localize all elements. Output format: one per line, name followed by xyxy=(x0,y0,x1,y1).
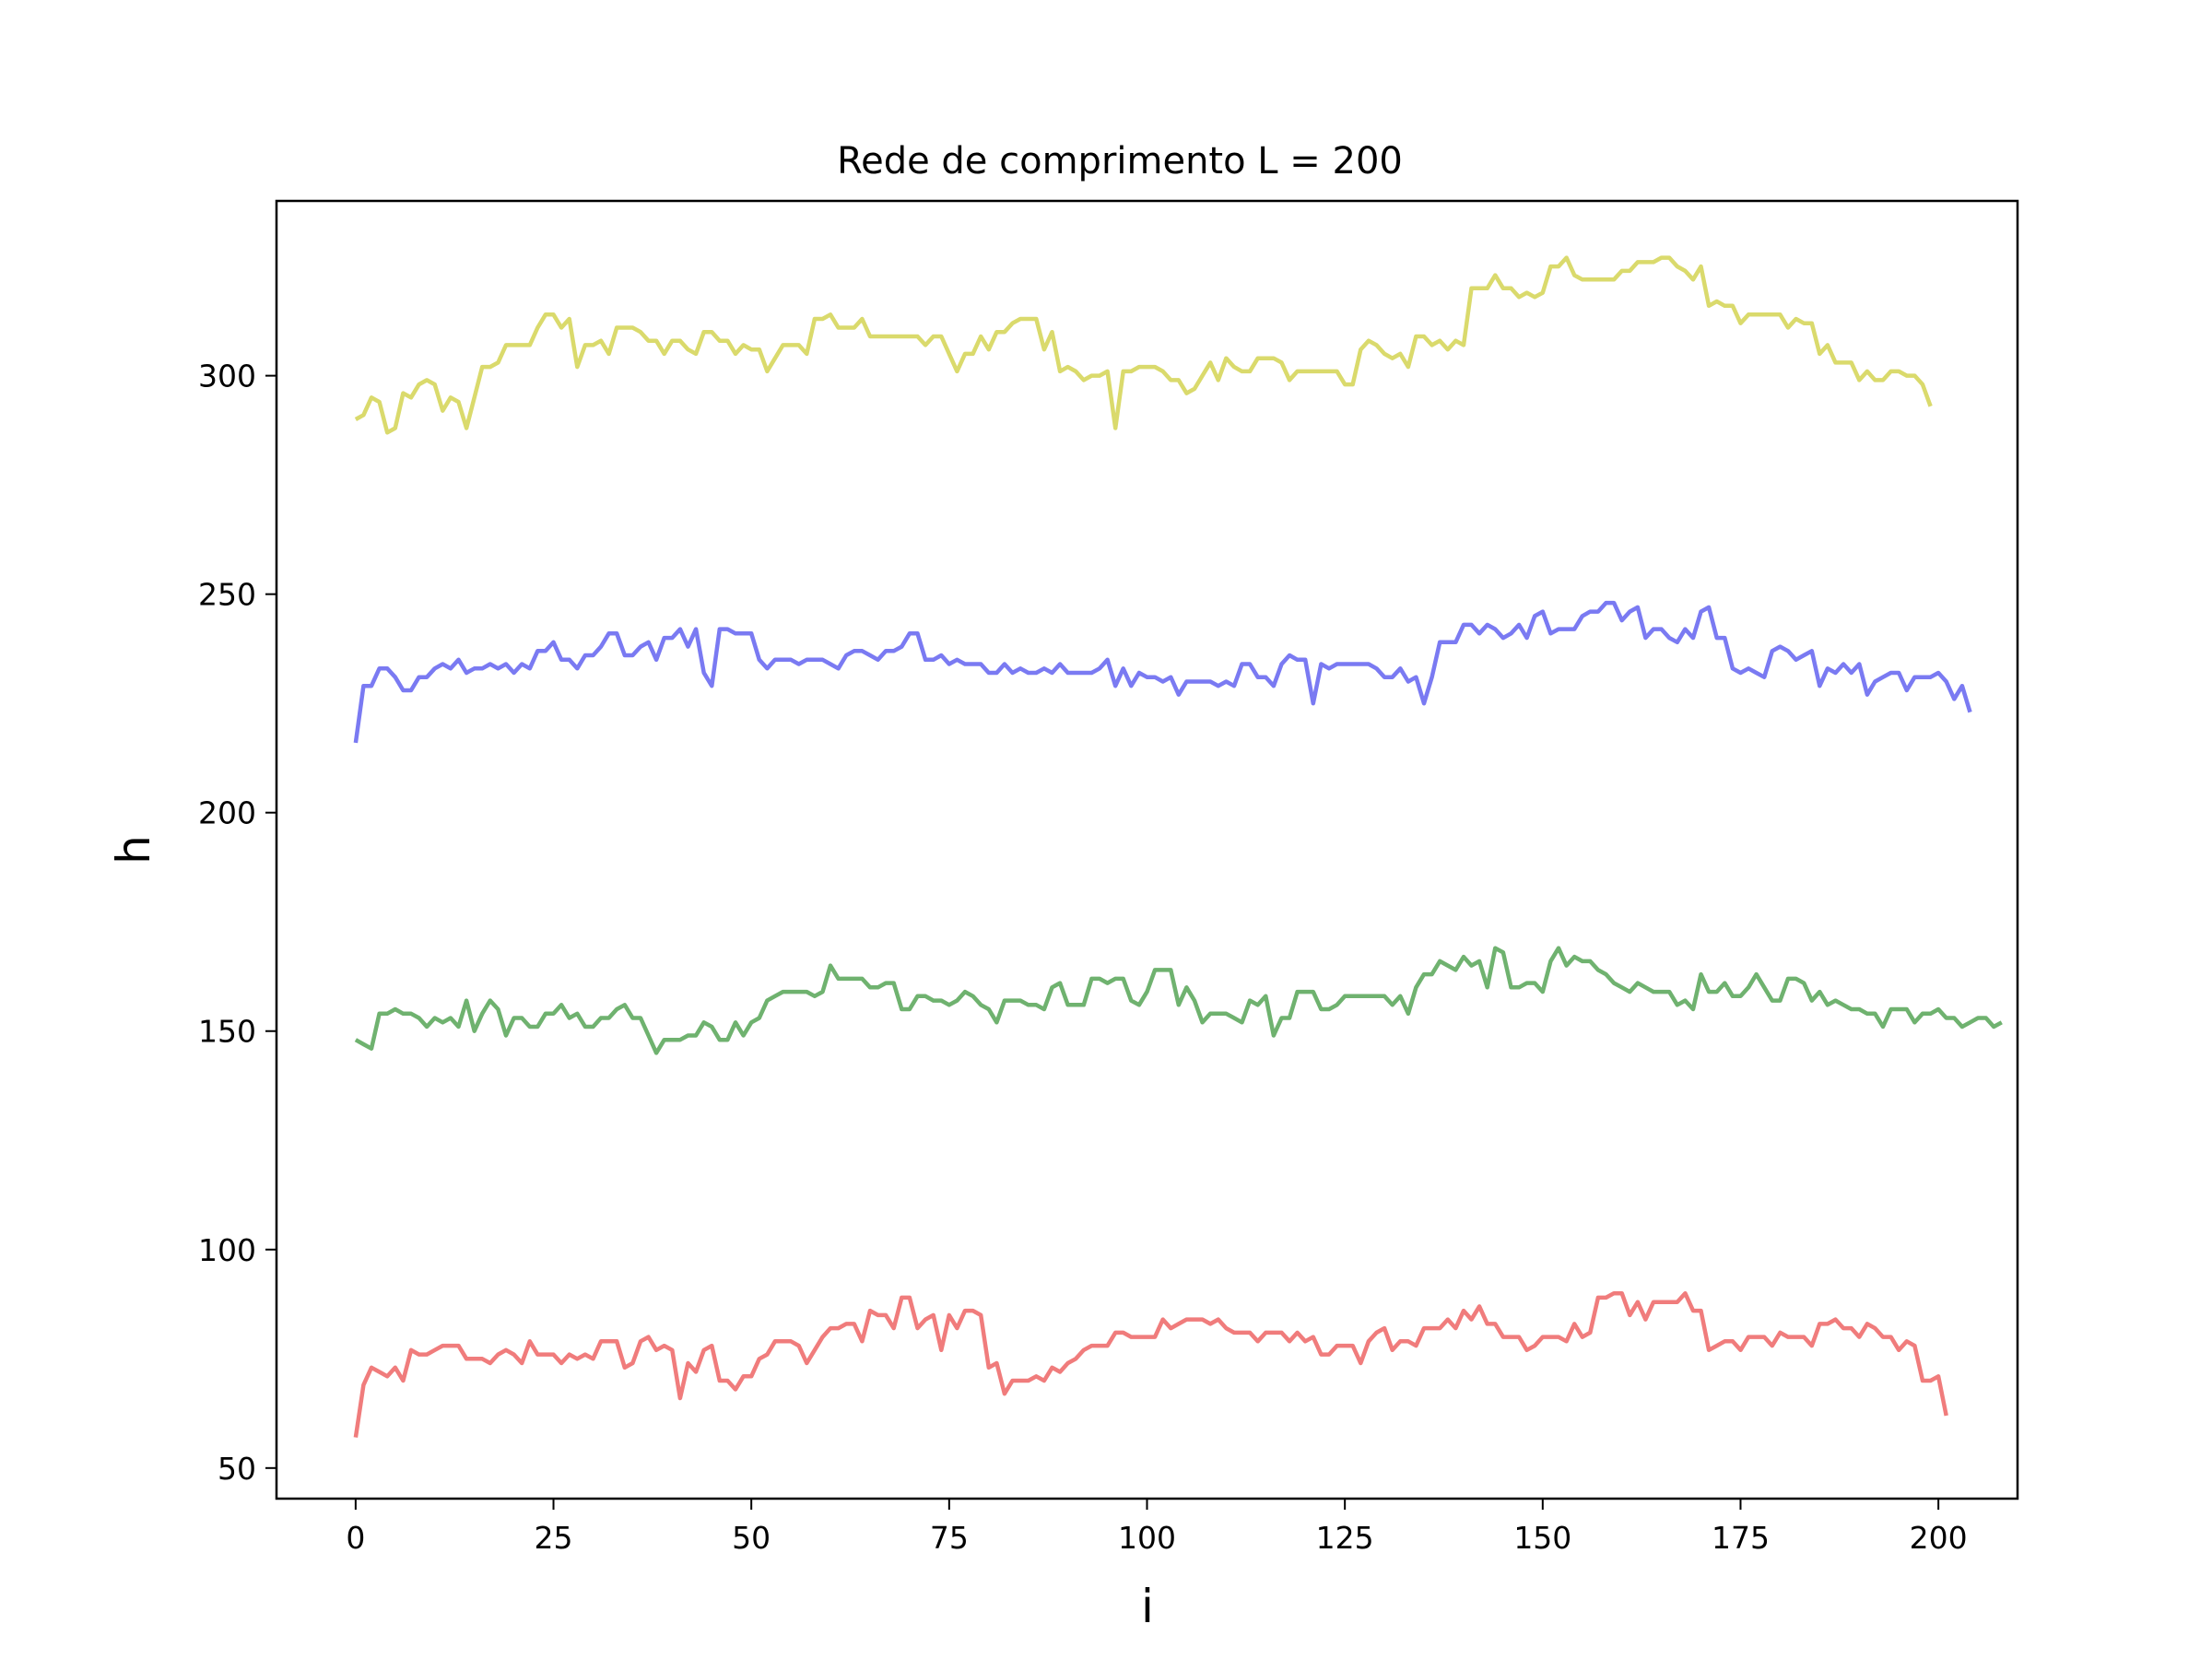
y-tick-label: 200 xyxy=(198,795,256,831)
y-tick-label: 250 xyxy=(198,577,256,613)
y-axis: 50 100 150 200 250 300 xyxy=(198,359,276,1487)
x-axis: 0 25 50 75 100 125 150 175 200 xyxy=(346,1499,1968,1556)
series-layer xyxy=(353,255,2003,1438)
x-tick-label: 75 xyxy=(930,1520,969,1556)
y-tick-label: 50 xyxy=(218,1451,256,1487)
x-tick-label: 100 xyxy=(1118,1520,1176,1556)
x-tick-label: 25 xyxy=(535,1520,573,1556)
x-tick-label: 50 xyxy=(732,1520,771,1556)
x-tick-label: 125 xyxy=(1316,1520,1374,1556)
series-line-3 xyxy=(354,946,2003,1055)
x-tick-label: 150 xyxy=(1513,1520,1571,1556)
series-line-4 xyxy=(353,1290,1948,1438)
x-tick-label: 175 xyxy=(1712,1520,1770,1556)
y-tick-label: 100 xyxy=(198,1232,256,1268)
y-tick-label: 300 xyxy=(198,359,256,394)
x-axis-label: i xyxy=(1141,1580,1154,1633)
y-axis-label: h xyxy=(107,835,160,865)
series-line-2 xyxy=(353,600,1972,744)
y-tick-label: 150 xyxy=(198,1014,256,1050)
series-line-1 xyxy=(354,255,1933,435)
chart-title: Rede de comprimento L = 200 xyxy=(837,140,1403,182)
x-tick-label: 0 xyxy=(346,1520,365,1556)
x-tick-label: 200 xyxy=(1910,1520,1968,1556)
